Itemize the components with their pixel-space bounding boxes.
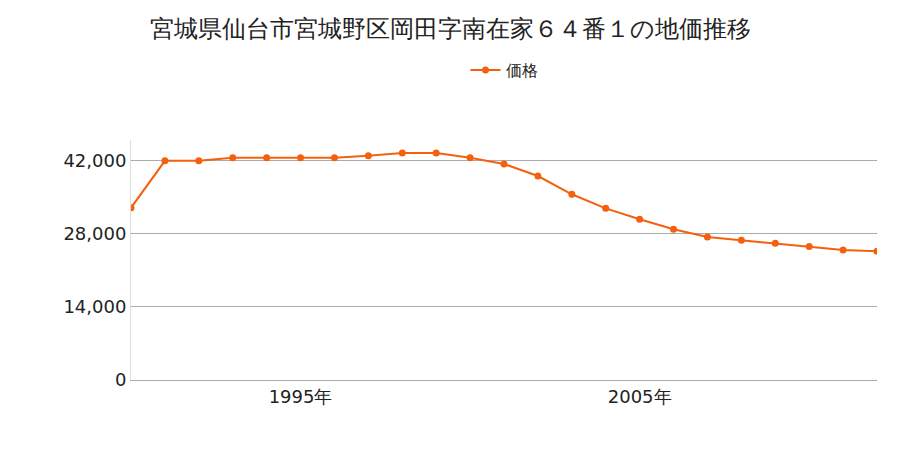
svg-text:宮城県仙台市宮城野区岡田字南在家６４番１の地価推移: 宮城県仙台市宮城野区岡田字南在家６４番１の地価推移 [150, 15, 751, 43]
svg-text:1995年: 1995年 [269, 386, 333, 407]
svg-text:0: 0 [115, 369, 126, 390]
svg-text:14,000: 14,000 [63, 296, 126, 317]
svg-text:2005年: 2005年 [608, 386, 672, 407]
svg-text:28,000: 28,000 [63, 223, 126, 244]
svg-text:42,000: 42,000 [63, 150, 126, 171]
svg-text:価格: 価格 [506, 61, 538, 80]
